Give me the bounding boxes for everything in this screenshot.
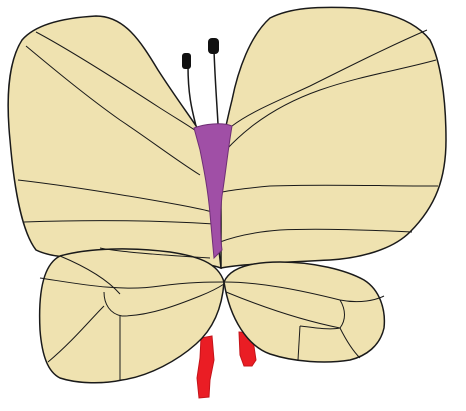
body (193, 123, 233, 260)
leg-left (196, 335, 215, 399)
antenna-right (208, 38, 219, 125)
upper-right-wing (220, 6, 447, 269)
wing-veins (17, 29, 439, 380)
antenna-left (182, 53, 197, 127)
